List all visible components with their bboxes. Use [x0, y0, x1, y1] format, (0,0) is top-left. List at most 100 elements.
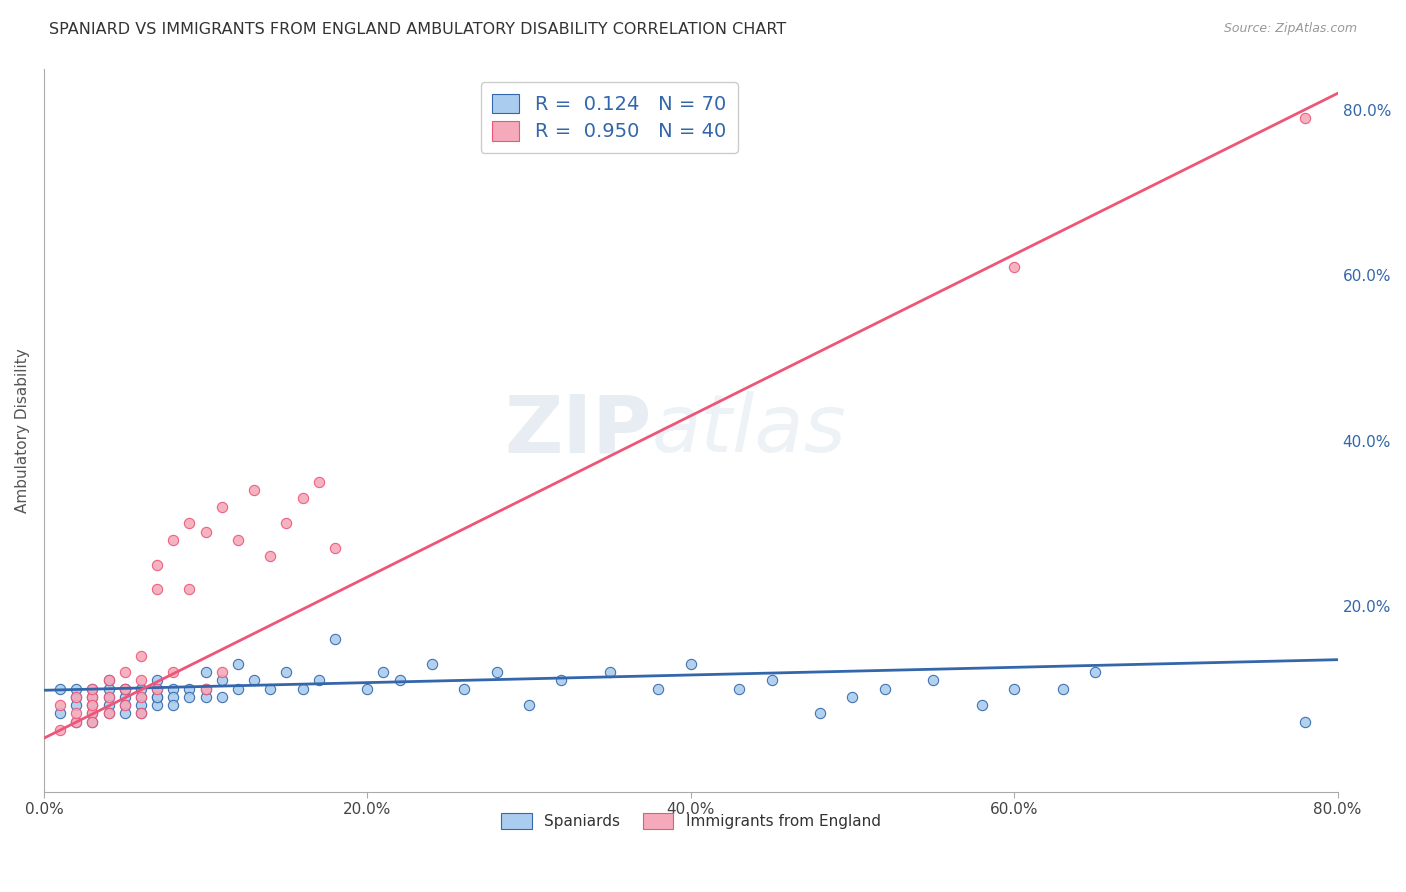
Point	[226, 681, 249, 696]
Point	[129, 698, 152, 713]
Point	[97, 690, 120, 704]
Point	[65, 698, 87, 713]
Point	[808, 706, 831, 721]
Point	[162, 698, 184, 713]
Point	[129, 706, 152, 721]
Point	[599, 665, 621, 679]
Point	[65, 690, 87, 704]
Point	[49, 706, 72, 721]
Point	[1002, 260, 1025, 274]
Point	[323, 541, 346, 555]
Text: Source: ZipAtlas.com: Source: ZipAtlas.com	[1223, 22, 1357, 36]
Point	[82, 681, 104, 696]
Point	[114, 698, 136, 713]
Y-axis label: Ambulatory Disability: Ambulatory Disability	[15, 348, 30, 513]
Point	[841, 690, 863, 704]
Point	[243, 673, 266, 688]
Point	[82, 690, 104, 704]
Point	[243, 483, 266, 498]
Point	[129, 648, 152, 663]
Point	[194, 690, 217, 704]
Point	[146, 681, 169, 696]
Point	[517, 698, 540, 713]
Text: SPANIARD VS IMMIGRANTS FROM ENGLAND AMBULATORY DISABILITY CORRELATION CHART: SPANIARD VS IMMIGRANTS FROM ENGLAND AMBU…	[49, 22, 786, 37]
Point	[146, 698, 169, 713]
Point	[114, 690, 136, 704]
Legend: Spaniards, Immigrants from England: Spaniards, Immigrants from England	[495, 806, 887, 835]
Point	[728, 681, 751, 696]
Point	[146, 558, 169, 572]
Point	[211, 690, 233, 704]
Point	[308, 475, 330, 489]
Point	[873, 681, 896, 696]
Point	[1052, 681, 1074, 696]
Point	[194, 524, 217, 539]
Point	[129, 690, 152, 704]
Point	[129, 706, 152, 721]
Point	[97, 706, 120, 721]
Point	[308, 673, 330, 688]
Point	[129, 681, 152, 696]
Point	[65, 714, 87, 729]
Point	[1294, 111, 1316, 125]
Point	[97, 673, 120, 688]
Point	[647, 681, 669, 696]
Point	[97, 681, 120, 696]
Point	[49, 698, 72, 713]
Point	[97, 673, 120, 688]
Point	[114, 665, 136, 679]
Point	[291, 681, 314, 696]
Point	[276, 516, 298, 531]
Point	[65, 714, 87, 729]
Point	[82, 714, 104, 729]
Point	[82, 690, 104, 704]
Point	[323, 632, 346, 646]
Point	[485, 665, 508, 679]
Point	[276, 665, 298, 679]
Point	[114, 681, 136, 696]
Point	[970, 698, 993, 713]
Point	[114, 706, 136, 721]
Point	[162, 533, 184, 547]
Point	[49, 723, 72, 737]
Point	[550, 673, 572, 688]
Point	[82, 681, 104, 696]
Point	[97, 706, 120, 721]
Point	[82, 706, 104, 721]
Point	[211, 673, 233, 688]
Point	[1084, 665, 1107, 679]
Point	[761, 673, 783, 688]
Point	[97, 690, 120, 704]
Point	[49, 681, 72, 696]
Text: atlas: atlas	[652, 392, 846, 469]
Point	[226, 533, 249, 547]
Point	[65, 690, 87, 704]
Point	[82, 714, 104, 729]
Point	[679, 657, 702, 671]
Point	[146, 582, 169, 597]
Point	[146, 681, 169, 696]
Text: ZIP: ZIP	[505, 392, 652, 469]
Point	[420, 657, 443, 671]
Point	[146, 690, 169, 704]
Point	[373, 665, 395, 679]
Point	[129, 673, 152, 688]
Point	[259, 681, 281, 696]
Point	[114, 681, 136, 696]
Point	[194, 681, 217, 696]
Point	[922, 673, 945, 688]
Point	[82, 698, 104, 713]
Point	[114, 681, 136, 696]
Point	[65, 681, 87, 696]
Point	[194, 665, 217, 679]
Point	[179, 690, 201, 704]
Point	[388, 673, 411, 688]
Point	[226, 657, 249, 671]
Point	[162, 690, 184, 704]
Point	[82, 698, 104, 713]
Point	[65, 706, 87, 721]
Point	[162, 681, 184, 696]
Point	[162, 665, 184, 679]
Point	[114, 698, 136, 713]
Point	[1294, 714, 1316, 729]
